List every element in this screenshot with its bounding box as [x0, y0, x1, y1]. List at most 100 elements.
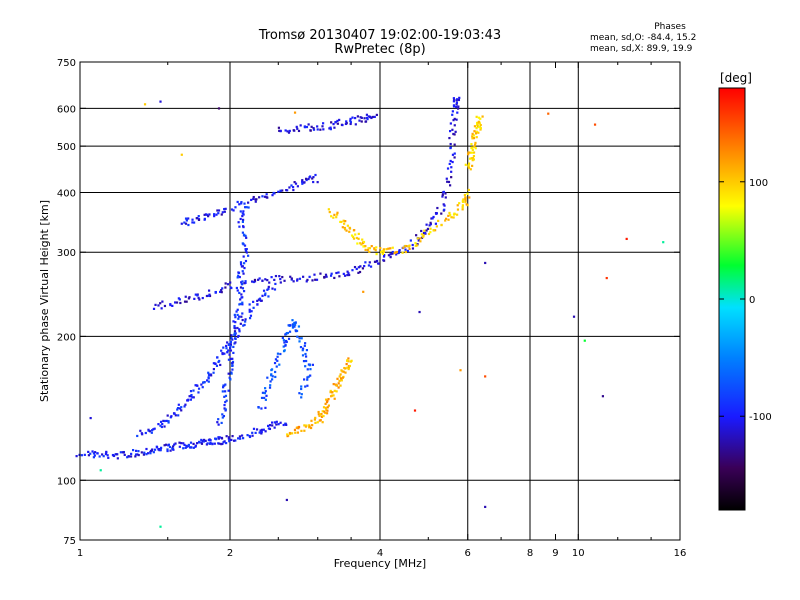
echo-point	[167, 421, 170, 424]
echo-point	[163, 444, 166, 447]
echo-point	[306, 376, 309, 379]
echo-point	[247, 201, 250, 204]
echo-point	[195, 217, 198, 220]
echo-point	[266, 279, 269, 282]
echo-point	[176, 408, 179, 411]
echo-point	[182, 442, 185, 445]
echo-point	[337, 271, 340, 274]
echo-point	[347, 357, 350, 360]
echo-point	[180, 406, 183, 409]
echo-point	[449, 159, 452, 163]
echo-point	[445, 177, 448, 180]
echo-point	[475, 115, 478, 118]
echo-point	[165, 419, 168, 423]
echo-point	[223, 407, 226, 410]
echo-point	[188, 395, 191, 398]
echo-point	[187, 443, 190, 447]
echo-point	[375, 246, 378, 249]
echo-point	[230, 372, 233, 375]
echo-point	[362, 245, 365, 248]
echo-point	[204, 439, 207, 442]
echo-point	[242, 225, 245, 228]
noise-point	[180, 153, 183, 156]
echo-point	[475, 127, 478, 130]
echo-point	[207, 289, 211, 292]
echo-point	[236, 326, 239, 330]
echo-point	[184, 295, 187, 298]
echo-point	[227, 349, 230, 352]
echo-point	[240, 315, 243, 318]
echo-point	[338, 375, 341, 378]
echo-point	[223, 403, 226, 407]
echo-point	[233, 324, 236, 328]
echo-point	[241, 296, 244, 299]
echo-point	[363, 264, 366, 268]
echo-point	[232, 351, 235, 355]
echo-point	[230, 334, 233, 337]
echo-point	[225, 344, 228, 348]
echo-point	[126, 456, 129, 459]
echo-point	[297, 425, 301, 429]
echo-point	[75, 455, 78, 458]
echo-point	[155, 446, 159, 449]
echo-point	[157, 423, 160, 426]
colorbar-tick-label: 0	[749, 295, 755, 306]
echo-point	[368, 247, 372, 250]
echo-point	[299, 346, 303, 349]
echo-point	[348, 364, 351, 368]
colorbar-label: [deg]	[720, 71, 752, 85]
echo-point	[364, 245, 367, 248]
echo-point	[268, 281, 271, 284]
echo-point	[308, 425, 311, 428]
echo-point	[134, 455, 137, 458]
echo-point	[343, 228, 347, 231]
echo-point	[221, 390, 224, 393]
echo-point	[330, 272, 333, 275]
echo-point	[450, 166, 453, 169]
echo-point	[230, 438, 233, 441]
echo-point	[152, 451, 155, 454]
echo-point	[474, 147, 477, 150]
echo-point	[264, 406, 267, 409]
echo-point	[327, 404, 330, 407]
echo-point	[452, 216, 455, 219]
echo-point	[475, 130, 478, 134]
echo-point	[284, 422, 287, 425]
echo-point	[139, 429, 142, 432]
echo-point	[150, 449, 153, 452]
echo-point	[293, 428, 297, 431]
echo-point	[227, 436, 231, 440]
echo-point	[324, 411, 327, 414]
echo-point	[419, 240, 422, 243]
echo-point	[134, 449, 138, 452]
echo-point	[252, 197, 255, 201]
echo-point	[315, 278, 319, 281]
echo-point	[312, 128, 316, 131]
echo-point	[420, 229, 423, 233]
echo-point	[234, 439, 237, 442]
echo-point	[277, 126, 281, 129]
echo-point	[401, 251, 404, 254]
echo-point	[469, 168, 472, 171]
echo-point	[297, 325, 301, 328]
echo-point	[298, 337, 301, 340]
echo-point	[218, 436, 221, 439]
echo-point	[219, 363, 222, 367]
echo-point	[281, 189, 284, 192]
echo-point	[203, 213, 206, 216]
echo-point	[277, 190, 280, 193]
echo-point	[349, 121, 352, 124]
echo-point	[286, 434, 289, 438]
echo-point	[430, 217, 433, 220]
noise-point	[89, 416, 92, 420]
echo-point	[215, 364, 219, 367]
echo-point	[255, 428, 259, 431]
echo-point	[239, 217, 242, 221]
noise-point	[662, 241, 665, 244]
echo-point	[275, 423, 278, 426]
echo-point	[351, 269, 354, 272]
echo-point	[348, 227, 352, 230]
noise-point	[583, 339, 586, 342]
echo-point	[237, 317, 240, 320]
echo-point	[305, 424, 308, 427]
